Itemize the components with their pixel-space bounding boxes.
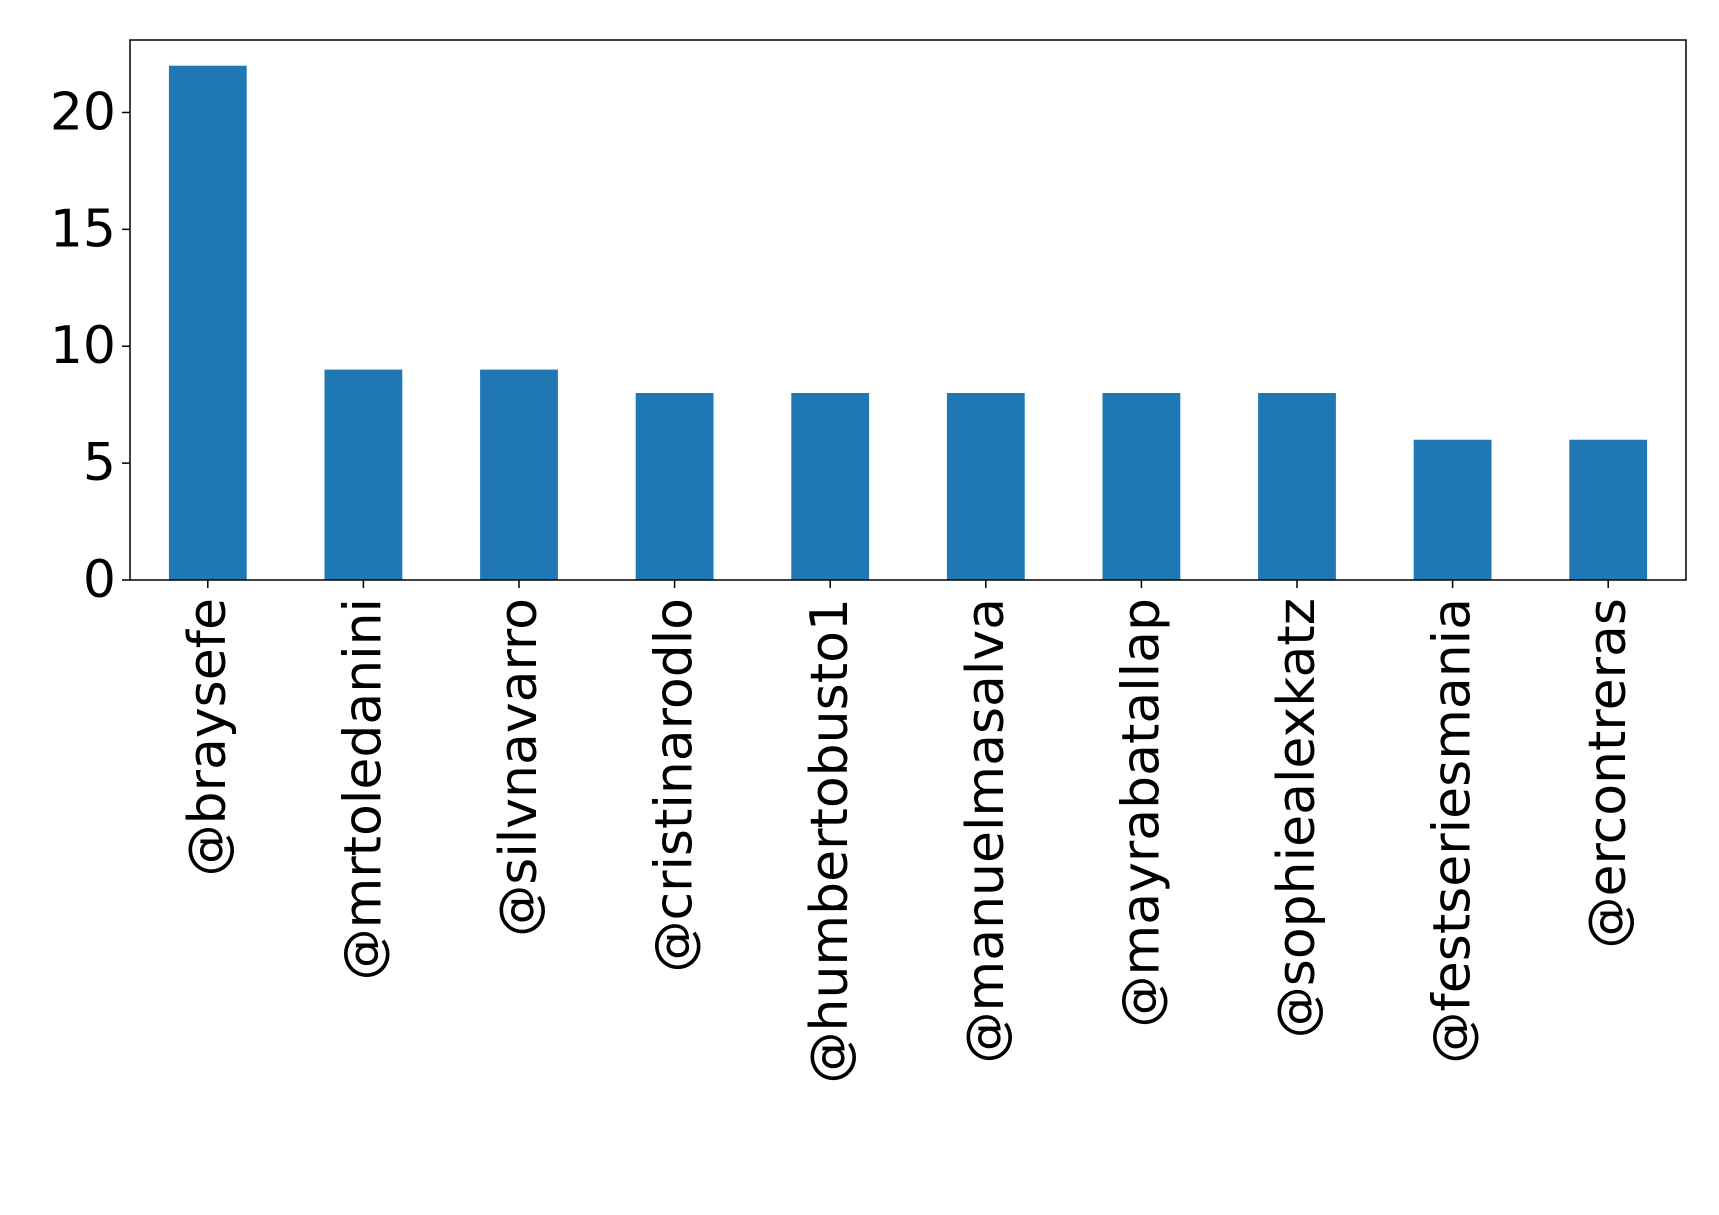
bar-humbertobusto1 [791,392,870,580]
x-tick-label: @ercontreras [1578,598,1638,949]
bar-manuelmasalva [946,392,1025,580]
x-tick-label: @manuelmasalva [956,598,1016,1063]
y-axis: 0 5 10 15 20 [50,82,130,610]
bar-cristinarodlo [635,392,714,580]
x-tick-label: @silvnavarro [489,598,549,937]
x-tick-label: @mrtoledanini [333,598,393,980]
bar-festseriesmania [1413,439,1492,580]
plot-frame [129,39,1687,581]
x-tick-label: @humbertobusto1 [800,598,860,1084]
bar-silvnavarro [480,369,558,580]
y-tick-label: 5 [83,433,116,493]
bar-ercontreras [1569,439,1648,580]
y-tick-label: 20 [50,82,116,142]
x-tick-label: @mayrabatallap [1111,598,1171,1027]
x-tick-label: @braysefe [178,598,238,876]
y-tick-label: 15 [50,199,116,259]
bar-mayrabatallap [1102,392,1181,580]
x-axis: @braysefe @mrtoledanini @silvnavarro @crist… [178,580,1638,1084]
x-tick-label: @festseriesmania [1423,598,1483,1064]
x-tick-label: @cristinarodlo [645,598,705,973]
x-tick-label: @sophiealexkatz [1267,598,1327,1038]
bar-sophiealexkatz [1258,392,1336,580]
y-tick-label: 10 [50,316,116,376]
bars-layer [168,65,1648,580]
bar-mrtoledanini [324,369,403,580]
y-tick-label: 0 [83,550,116,610]
bar-braysefe [168,65,247,580]
